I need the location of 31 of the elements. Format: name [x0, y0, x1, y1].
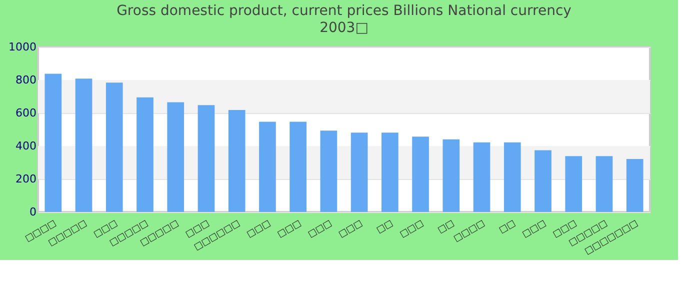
bar	[596, 156, 613, 212]
bar	[626, 159, 644, 212]
bar	[198, 105, 215, 212]
bar	[504, 142, 521, 212]
bar	[228, 110, 246, 212]
bar	[290, 122, 306, 212]
bar	[259, 122, 276, 212]
bar	[320, 130, 338, 212]
chart-title: Gross domestic product, current prices Billions National currency	[116, 3, 572, 19]
bar	[106, 82, 123, 212]
bar	[442, 139, 460, 212]
bar	[534, 150, 552, 212]
x-tick-label: □□	[498, 218, 518, 236]
y-tick-label: 200	[16, 172, 36, 186]
y-tick-label: 800	[16, 74, 36, 86]
y-tick-label: 400	[16, 140, 36, 152]
bar	[350, 132, 368, 212]
chart-subtitle: 2003□	[320, 20, 368, 36]
bar	[44, 74, 62, 212]
y-tick-label: 600	[16, 106, 36, 120]
x-tick-label: □□	[436, 218, 456, 236]
y-tick-label: 1000	[8, 40, 36, 54]
bar	[565, 156, 582, 212]
bar	[382, 132, 398, 212]
bar	[412, 136, 429, 212]
bar	[136, 97, 154, 212]
y-tick-label: 0	[30, 206, 36, 218]
x-tick-label: □□	[375, 218, 395, 236]
bar	[75, 78, 92, 212]
bar	[473, 142, 490, 212]
bar	[167, 102, 184, 212]
